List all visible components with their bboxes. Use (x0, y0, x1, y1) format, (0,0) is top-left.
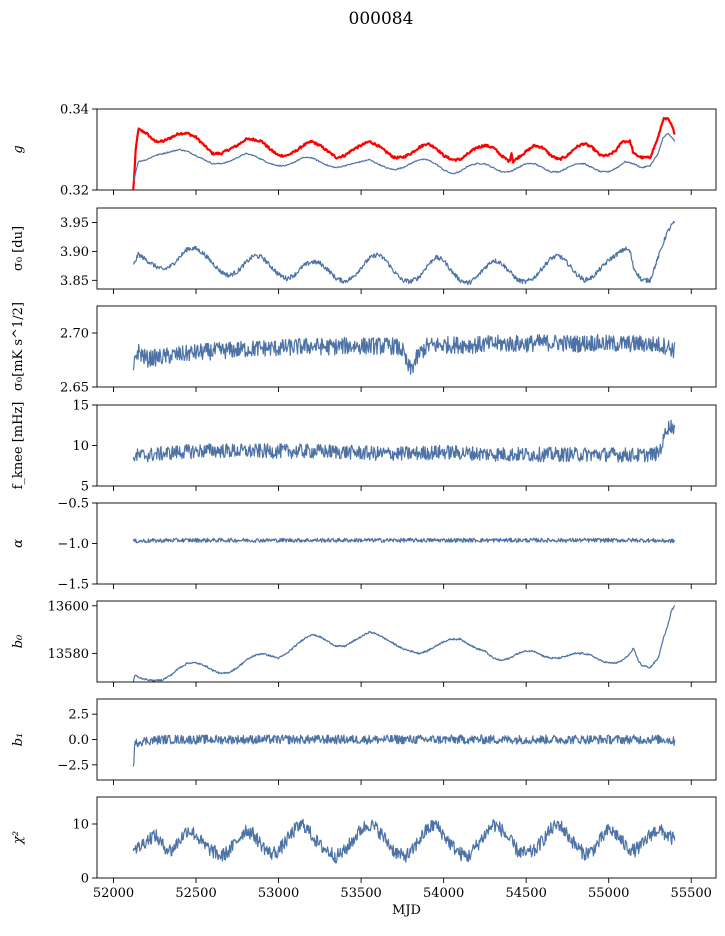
y-tick-label: −2.5 (57, 758, 89, 773)
y-tick-label: 0.0 (68, 733, 89, 748)
panel-8: 0 10 52000 52500 53000 53500 54000 54500 55000 55… (11, 796, 717, 918)
y-tick-label: 3.95 (60, 216, 89, 231)
y-tick-label: 13600 (48, 599, 89, 614)
y-axis-label: g (11, 145, 26, 153)
x-axis-label: MJD (392, 903, 421, 918)
y-axis-label: α (11, 539, 26, 548)
axes-frame (96, 207, 717, 290)
series-line-4-1 (132, 419, 676, 463)
y-tick-label: 3.85 (60, 274, 89, 289)
axes-frame (96, 404, 717, 487)
x-tick-label: 53000 (258, 886, 299, 901)
axes-frame (96, 502, 717, 585)
y-tick-label: 5 (81, 480, 89, 495)
figure-title: 000084 (349, 9, 414, 29)
axes-frame (96, 600, 717, 683)
axes-frame (96, 796, 717, 879)
y-tick-label: 15 (72, 399, 89, 414)
series-line-1-1 (132, 116, 676, 190)
series-line-7-1 (132, 734, 676, 767)
series-line-3-1 (132, 333, 676, 375)
x-tick-label: 52000 (93, 886, 134, 901)
x-tick-label: 54500 (505, 886, 546, 901)
panels-group: 0.32 0.34 g 3.85 3.90 3.95 σ₀ [du] 2.65 2.70 σ₀[m… (11, 103, 717, 918)
y-axis-label: b₀ (11, 634, 26, 648)
y-axis-label: f_knee [mHz] (11, 402, 26, 490)
y-tick-label: 3.90 (60, 245, 89, 260)
series-line-6-1 (132, 605, 676, 682)
y-axis-label: σ₀ [du] (11, 226, 26, 271)
panel-1: 0.32 0.34 g (11, 103, 717, 199)
y-tick-label: 0.32 (60, 184, 89, 199)
series-line-8-1 (132, 818, 676, 864)
x-tick-label: 53500 (340, 886, 381, 901)
panel-4: 5 10 15 f_knee [mHz] (11, 399, 717, 495)
panel-2: 3.85 3.90 3.95 σ₀ [du] (11, 207, 717, 294)
series-line-1-2 (132, 132, 676, 183)
y-tick-label: −1.5 (57, 578, 89, 593)
y-axis-label: b₁ (11, 733, 26, 747)
axes-frame (96, 305, 717, 388)
x-tick-label: 55000 (588, 886, 629, 901)
y-axis-label: χ² (11, 831, 26, 845)
x-tick-label: 54000 (423, 886, 464, 901)
panel-5: −1.5 −1.0 −0.5 α (11, 497, 717, 593)
y-tick-label: −0.5 (57, 497, 89, 512)
y-tick-label: 0.34 (60, 103, 89, 118)
axes-frame (96, 108, 717, 191)
y-tick-label: 13580 (48, 647, 89, 662)
panel-3: 2.65 2.70 σ₀[mK s^1/2] (11, 302, 717, 396)
panel-6: 13580 13600 b₀ (11, 599, 717, 687)
y-tick-label: 10 (72, 818, 89, 833)
y-tick-label: 0 (81, 872, 89, 887)
series-line-5-1 (132, 537, 676, 544)
y-tick-label: 2.65 (60, 381, 89, 396)
y-tick-label: 2.70 (60, 327, 89, 342)
x-tick-label: 55500 (671, 886, 712, 901)
y-tick-label: 2.5 (68, 708, 89, 723)
series-line-2-1 (132, 220, 676, 286)
y-tick-label: 10 (72, 439, 89, 454)
x-tick-label: 52500 (175, 886, 216, 901)
y-axis-label: σ₀[mK s^1/2] (11, 302, 26, 391)
y-tick-label: −1.0 (57, 537, 89, 552)
panel-7: −2.5 0.0 2.5 b₁ (11, 698, 717, 785)
